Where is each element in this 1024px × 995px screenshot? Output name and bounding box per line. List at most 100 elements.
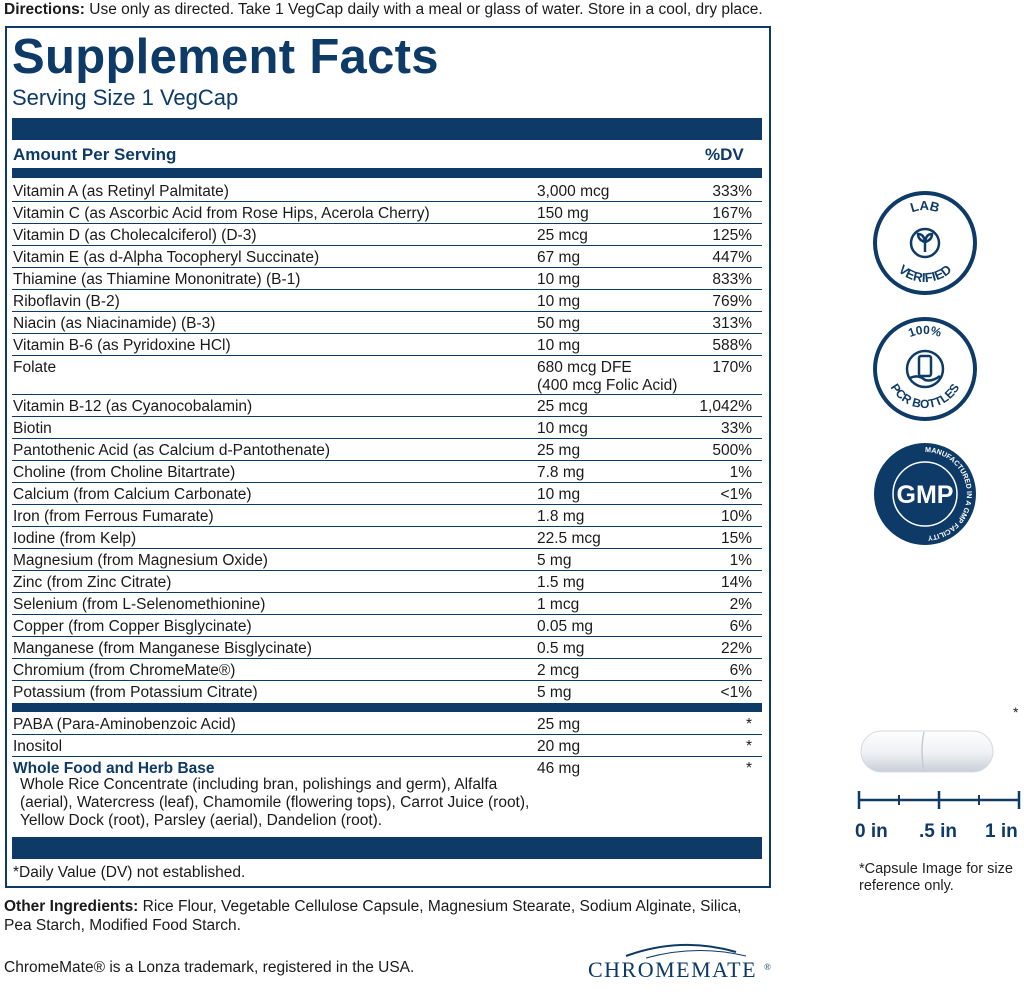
nutrient-dv: 170% (712, 359, 752, 376)
other-nutrient-amount: 20 mg (537, 738, 581, 755)
nutrient-dv: 2% (729, 596, 752, 613)
nutrient-dv: 1% (729, 464, 752, 481)
amount-per-serving-header: Amount Per Serving (13, 145, 177, 164)
lab-text: LAB (909, 198, 942, 215)
nutrient-name: Pantothenic Acid (as Calcium d-Pantothen… (13, 442, 331, 459)
gmp-text: GMP (897, 481, 954, 509)
nutrient-amount: 50 mg (537, 315, 581, 332)
nutrient-row: Vitamin B-12 (as Cyanocobalamin) 25 mcg 1,… (12, 395, 762, 417)
nutrient-dv: <1% (720, 684, 752, 701)
other-nutrient-amount: 46 mg (537, 760, 581, 777)
nutrient-row: Zinc (from Zinc Citrate) 1.5 mg 14% (12, 571, 762, 593)
nutrient-amount: 2 mcg (537, 662, 580, 679)
nutrient-amount: 10 mg (537, 293, 581, 310)
nutrient-amount: 25 mcg (537, 227, 588, 244)
nutrient-row: Selenium (from L-Selenomethionine) 1 mcg 2… (12, 593, 762, 615)
nutrient-dv: 14% (720, 574, 752, 591)
nutrient-row: Iron (from Ferrous Fumarate) 1.8 mg 10% (12, 505, 762, 527)
other-nutrient-dv: * (745, 760, 752, 777)
nutrient-name: Manganese (from Manganese Bisglycinate) (13, 640, 312, 657)
nutrient-row: Pantothenic Acid (as Calcium d-Pantothen… (12, 439, 762, 461)
other-nutrient-row: Inositol 20 mg * (12, 735, 762, 757)
supplement-facts-title: Supplement Facts (12, 30, 439, 84)
nutrient-row: Manganese (from Manganese Bisglycinate) 0… (12, 637, 762, 659)
other-nutrient-row: PABA (Para-Aminobenzoic Acid) 25 mg * (12, 713, 762, 735)
nutrient-amount: 1 mcg (537, 596, 580, 613)
nutrient-row: Calcium (from Calcium Carbonate) 10 mg <1% (12, 483, 762, 505)
chromemate-logo-text: CHROMEMATE (588, 957, 757, 982)
nutrient-name: Magnesium (from Magnesium Oxide) (13, 552, 268, 569)
other-nutrient-dv: * (745, 738, 752, 755)
nutrient-amount: 150 mg (537, 205, 589, 222)
size-ruler (857, 791, 1021, 809)
pcr-bottles-text: PCR BOTTLES (888, 381, 962, 411)
nutrient-amount: 10 mcg (537, 420, 588, 437)
nutrient-name: Niacin (as Niacinamide) (B-3) (13, 315, 216, 332)
nutrient-name: Riboflavin (B-2) (13, 293, 120, 310)
nutrient-dv: 833% (712, 271, 752, 288)
nutrient-name: Copper (from Copper Bisglycinate) (13, 618, 252, 635)
nutrient-name: Vitamin D (as Cholecalciferol) (D-3) (13, 227, 257, 244)
nutrient-amount: 25 mcg (537, 398, 588, 415)
nutrient-dv: 125% (712, 227, 752, 244)
nutrient-row: Vitamin A (as Retinyl Palmitate) 3,000 mc… (12, 180, 762, 202)
hand-icon (909, 374, 941, 382)
nutrient-dv: 167% (712, 205, 752, 222)
nutrient-row: Biotin 10 mcg 33% (12, 417, 762, 439)
nutrient-dv: 333% (712, 183, 752, 200)
nutrient-row: Vitamin B-6 (as Pyridoxine HCl) 10 mg 588% (12, 334, 762, 356)
nutrient-dv: 1% (729, 552, 752, 569)
svg-text:VERIFIED: VERIFIED (896, 262, 954, 286)
nutrient-amount: 10 mg (537, 337, 581, 354)
nutrient-name: Zinc (from Zinc Citrate) (13, 574, 172, 591)
nutrient-row: Choline (from Choline Bitartrate) 7.8 mg 1… (12, 461, 762, 483)
nutrient-amount: 680 mcg DFE (400 mcg Folic Acid) (537, 359, 678, 394)
nutrient-row: Magnesium (from Magnesium Oxide) 5 mg 1% (12, 549, 762, 571)
ruler-label-half: .5 in (919, 821, 958, 842)
nutrient-amount: 0.05 mg (537, 618, 594, 635)
pcr-bottles-badge: 100% PCR BOTTLES (873, 317, 977, 421)
nutrient-amount: 5 mg (537, 684, 572, 701)
nutrient-dv: 33% (720, 420, 752, 437)
nutrient-name: Iron (from Ferrous Fumarate) (13, 508, 214, 525)
nutrient-name: Thiamine (as Thiamine Mononitrate) (B-1) (13, 271, 301, 288)
dv-header: %DV (705, 145, 744, 164)
nutrient-row: Vitamin D (as Cholecalciferol) (D-3) 25 m… (12, 224, 762, 246)
nutrient-name: Chromium (from ChromeMate®) (13, 662, 236, 679)
nutrient-name: Vitamin B-6 (as Pyridoxine HCl) (13, 337, 231, 354)
lab-verified-badge: LAB VERIFIED (873, 191, 977, 295)
bottle-icon (917, 354, 933, 378)
nutrient-row: Vitamin C (as Ascorbic Acid from Rose Hi… (12, 202, 762, 224)
other-nutrient-name: Whole Food and Herb Base (13, 760, 215, 777)
other-nutrient-dv: * (745, 716, 752, 733)
nutrient-name: Calcium (from Calcium Carbonate) (13, 486, 252, 503)
nutrient-row: Vitamin E (as d-Alpha Tocopheryl Succina… (12, 246, 762, 268)
nutrient-name: Vitamin B-12 (as Cyanocobalamin) (13, 398, 253, 415)
capsule-asterisk: * (1013, 704, 1019, 720)
nutrient-row: Chromium (from ChromeMate®) 2 mcg 6% (12, 659, 762, 681)
nutrient-dv: 22% (720, 640, 752, 657)
nutrient-amount: 22.5 mcg (537, 530, 601, 547)
nutrient-name: Selenium (from L-Selenomethionine) (13, 596, 266, 613)
nutrient-dv: 447% (712, 249, 752, 266)
nutrient-amount: 10 mg (537, 486, 581, 503)
nutrient-name: Vitamin A (as Retinyl Palmitate) (13, 183, 229, 200)
serving-size: Serving Size 1 VegCap (12, 85, 239, 110)
nutrient-row: Riboflavin (B-2) 10 mg 769% (12, 290, 762, 312)
capsule-image (860, 730, 994, 773)
nutrient-dv: 10% (720, 508, 752, 525)
nutrient-amount: 67 mg (537, 249, 581, 266)
supplement-facts-panel (5, 26, 771, 888)
verified-text: VERIFIED (896, 262, 954, 286)
nutrient-dv: 15% (720, 530, 752, 547)
nutrient-amount: 5 mg (537, 552, 572, 569)
gmp-badge: MANUFACTURED IN A GMP FACILITY GMP (874, 443, 976, 545)
nutrient-name: Vitamin C (as Ascorbic Acid from Rose Hi… (13, 205, 430, 222)
nutrient-dv: 1,042% (699, 398, 752, 415)
nutrient-amount: 3,000 mcg (537, 183, 610, 200)
nutrient-name: Biotin (13, 420, 52, 437)
other-nutrient-name: Inositol (13, 738, 63, 755)
nutrient-row: Potassium (from Potassium Citrate) 5 mg <1… (12, 681, 762, 703)
nutrient-amount: 1.8 mg (537, 508, 585, 525)
leaf-icon (916, 232, 934, 252)
